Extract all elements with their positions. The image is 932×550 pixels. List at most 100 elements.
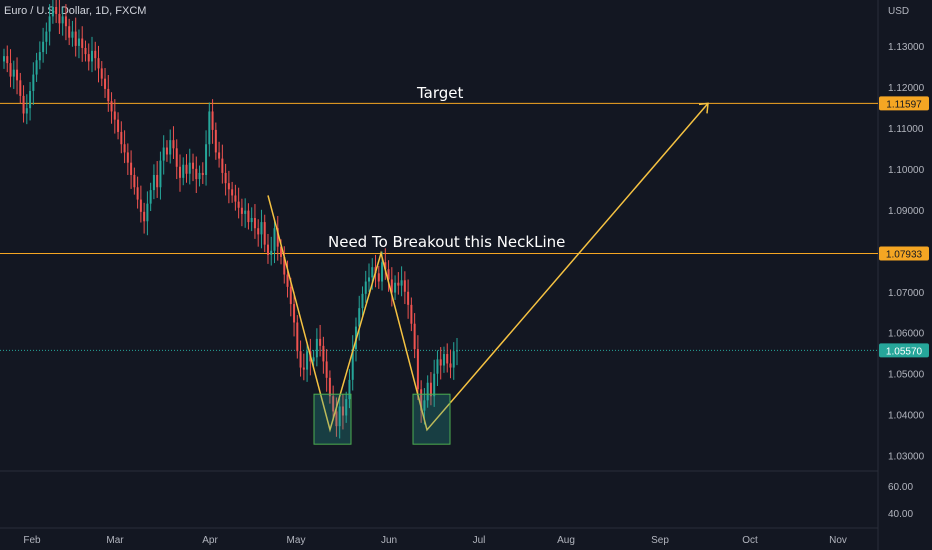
candle-body bbox=[335, 411, 338, 427]
candle-body bbox=[35, 60, 38, 75]
price-tick-label: 1.09000 bbox=[888, 206, 925, 217]
candle-body bbox=[58, 13, 61, 24]
candle-body bbox=[165, 147, 168, 155]
candle-body bbox=[32, 74, 35, 91]
candle-body bbox=[322, 345, 325, 362]
candle-body bbox=[456, 350, 458, 352]
time-tick-label: Apr bbox=[202, 535, 218, 546]
candle-body bbox=[234, 195, 237, 202]
candle-body bbox=[71, 31, 74, 38]
candle-body bbox=[289, 286, 292, 305]
last-price-tag bbox=[879, 343, 929, 358]
candle-body bbox=[185, 164, 188, 174]
candle-body bbox=[293, 304, 296, 323]
candle-body bbox=[368, 277, 371, 282]
candle-body bbox=[371, 267, 374, 278]
candle-body bbox=[449, 363, 452, 368]
time-tick-label: Aug bbox=[557, 535, 575, 546]
candle-body bbox=[358, 308, 361, 327]
candle-body bbox=[381, 262, 384, 282]
candle-body bbox=[384, 262, 387, 270]
candle-body bbox=[198, 172, 201, 180]
candle-body bbox=[306, 351, 309, 370]
candle-body bbox=[263, 222, 266, 245]
candle-body bbox=[315, 338, 318, 358]
candle-body bbox=[416, 349, 419, 390]
price-tick-label: 1.06000 bbox=[888, 329, 925, 340]
candle-body bbox=[426, 382, 429, 401]
candle-body bbox=[123, 144, 126, 153]
time-tick-label: Oct bbox=[742, 535, 758, 546]
candle-body bbox=[211, 111, 214, 130]
candle-body bbox=[266, 244, 269, 255]
candle-body bbox=[332, 396, 335, 412]
price-tick-label: 1.05000 bbox=[888, 370, 925, 381]
candle-body bbox=[159, 160, 162, 188]
candle-body bbox=[296, 322, 299, 352]
candle-body bbox=[214, 129, 217, 153]
time-tick-label: Mar bbox=[106, 535, 124, 546]
candle-body bbox=[77, 38, 80, 46]
time-tick-label: Sep bbox=[651, 535, 669, 546]
candle-body bbox=[302, 367, 305, 370]
candle-body bbox=[133, 174, 136, 188]
candle-body bbox=[387, 269, 390, 280]
candle-body bbox=[201, 172, 204, 175]
candle-body bbox=[68, 26, 71, 38]
candle-body bbox=[42, 41, 45, 53]
candle-body bbox=[25, 108, 28, 114]
candle-body bbox=[172, 140, 175, 149]
candle-body bbox=[325, 361, 328, 378]
candle-body bbox=[280, 246, 283, 257]
neckline-price-tag bbox=[879, 246, 929, 261]
candle-body bbox=[397, 282, 400, 286]
price-tick-label: 1.12000 bbox=[888, 83, 925, 94]
candle-body bbox=[260, 222, 263, 235]
candle-body bbox=[446, 354, 449, 364]
candle-body bbox=[110, 101, 113, 112]
volume-tick-label: 40.00 bbox=[888, 509, 913, 520]
candle-body bbox=[156, 174, 159, 188]
candle-body bbox=[107, 88, 110, 102]
candle-body bbox=[100, 68, 103, 79]
candle-body bbox=[237, 201, 240, 208]
candle-body bbox=[175, 148, 178, 167]
candle-body bbox=[244, 210, 247, 214]
candle-body bbox=[45, 31, 48, 42]
candle-body bbox=[117, 119, 120, 132]
candle-body bbox=[55, 6, 58, 14]
candle-body bbox=[48, 16, 51, 32]
candle-body bbox=[9, 63, 12, 77]
time-tick-label: Feb bbox=[23, 535, 41, 546]
candle-body bbox=[283, 256, 286, 275]
candle-body bbox=[390, 279, 393, 293]
price-tick-label: 1.07000 bbox=[888, 288, 925, 299]
neckline-text: Need To Breakout this NeckLine bbox=[328, 233, 566, 251]
candle-body bbox=[136, 187, 139, 200]
candle-body bbox=[146, 203, 149, 222]
target-arrowhead bbox=[698, 102, 709, 114]
candle-body bbox=[423, 400, 426, 411]
candle-body bbox=[182, 164, 185, 178]
candle-body bbox=[6, 56, 9, 64]
candle-body bbox=[299, 351, 302, 368]
candle-body bbox=[178, 166, 181, 178]
candle-body bbox=[74, 31, 77, 46]
price-tick-label: 1.10000 bbox=[888, 165, 925, 176]
candle-body bbox=[3, 56, 5, 62]
candle-body bbox=[231, 189, 234, 196]
candle-body bbox=[394, 282, 397, 293]
candle-body bbox=[328, 377, 331, 397]
candle-body bbox=[227, 183, 230, 190]
candle-body bbox=[94, 50, 97, 59]
candle-body bbox=[403, 280, 406, 292]
candle-body bbox=[130, 162, 133, 175]
bottom-box-1 bbox=[313, 393, 352, 445]
candle-body bbox=[51, 6, 54, 17]
candle-body bbox=[224, 172, 227, 184]
candle-body bbox=[270, 250, 273, 255]
price-tick-label: 1.13000 bbox=[888, 42, 925, 53]
double-bottom-pattern bbox=[267, 102, 709, 433]
candle-body bbox=[286, 274, 289, 287]
